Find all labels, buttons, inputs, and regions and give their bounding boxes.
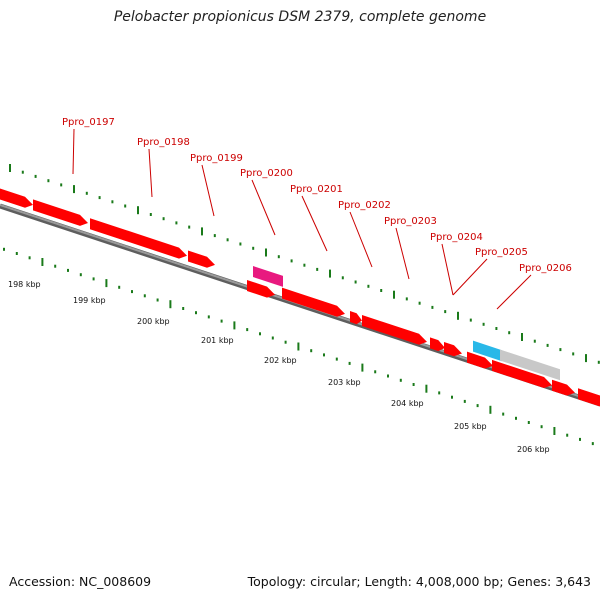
label-leader-line bbox=[251, 179, 276, 236]
gene-label: Ppro_0199 bbox=[190, 153, 243, 164]
label-leader-line bbox=[148, 148, 153, 198]
scale-label: 206 kbp bbox=[517, 445, 550, 454]
scale-labels: 198 kbp 199 kbp 200 kbp 201 kbp 202 kbp 203 k… bbox=[8, 280, 550, 454]
gene-label: Ppro_0200 bbox=[240, 168, 293, 179]
gene-feature bbox=[444, 342, 462, 357]
scale-label: 201 kbp bbox=[201, 336, 234, 345]
gene-label: Ppro_0206 bbox=[519, 263, 572, 274]
gene-label: Ppro_0197 bbox=[62, 117, 115, 128]
label-leader-line bbox=[301, 195, 328, 252]
gene-feature bbox=[0, 188, 33, 208]
scale-label: 203 kbp bbox=[328, 378, 361, 387]
gene-feature bbox=[500, 349, 560, 381]
gene-label: Ppro_0202 bbox=[338, 200, 391, 211]
label-leader-line bbox=[452, 258, 488, 296]
scale-label: 199 kbp bbox=[73, 296, 106, 305]
label-leader-line bbox=[349, 211, 373, 268]
gene-feature bbox=[467, 351, 493, 369]
gene-feature bbox=[362, 315, 427, 345]
accession-text: Accession: NC_008609 bbox=[9, 574, 152, 589]
gene-feature bbox=[90, 218, 187, 259]
scale-label: 205 kbp bbox=[454, 422, 487, 431]
gene-label: Ppro_0205 bbox=[475, 247, 528, 258]
gene-label: Ppro_0204 bbox=[430, 232, 483, 243]
label-leader-line bbox=[395, 227, 410, 280]
gene-label: Ppro_0201 bbox=[290, 184, 343, 195]
gene-feature bbox=[247, 280, 275, 298]
gene-feature bbox=[473, 340, 502, 362]
label-leader-line bbox=[441, 243, 454, 296]
inner-scale-ticks bbox=[3, 247, 594, 446]
scale-label: 202 kbp bbox=[264, 356, 297, 365]
gene-feature bbox=[492, 359, 552, 388]
gene-feature bbox=[430, 337, 445, 352]
label-leader-line bbox=[72, 128, 75, 175]
outer-scale-ticks bbox=[9, 164, 600, 364]
topology-text: Topology: circular; Length: 4,008,000 bp… bbox=[247, 574, 591, 589]
scale-label: 198 kbp bbox=[8, 280, 41, 289]
gene-label-leaders bbox=[72, 128, 532, 310]
gene-feature bbox=[282, 287, 345, 317]
gene-feature bbox=[578, 388, 600, 407]
gene-feature bbox=[253, 266, 283, 287]
label-leader-line bbox=[201, 164, 215, 217]
scale-label: 200 kbp bbox=[137, 317, 170, 326]
gene-features bbox=[0, 188, 600, 407]
scale-label: 204 kbp bbox=[391, 399, 424, 408]
map-title: Pelobacter propionicus DSM 2379, complet… bbox=[113, 9, 487, 25]
gene-label: Ppro_0198 bbox=[137, 137, 190, 148]
gene-feature bbox=[350, 311, 362, 325]
gene-feature bbox=[33, 199, 88, 226]
gene-feature bbox=[188, 250, 215, 268]
gene-feature bbox=[552, 379, 575, 396]
label-leader-line bbox=[496, 274, 532, 310]
gene-label: Ppro_0203 bbox=[384, 216, 437, 227]
